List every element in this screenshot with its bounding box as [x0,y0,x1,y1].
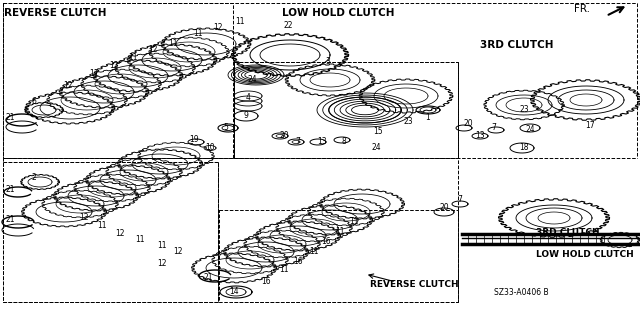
Text: 19: 19 [189,136,199,145]
Text: SZ33-A0406 B: SZ33-A0406 B [494,288,548,297]
Text: 23: 23 [403,117,413,127]
Text: 12: 12 [148,46,157,55]
Text: LOW HOLD CLUTCH: LOW HOLD CLUTCH [282,8,394,18]
Text: 1: 1 [426,114,430,122]
Text: 12: 12 [79,213,89,222]
Text: 11: 11 [236,18,244,26]
Text: 8: 8 [342,137,346,146]
Text: 20: 20 [439,204,449,212]
Text: 12: 12 [173,248,183,256]
Text: 11: 11 [309,248,319,256]
Bar [3,3,233,158]
Text: 11: 11 [349,218,359,226]
Text: REVERSE CLUTCH: REVERSE CLUTCH [370,280,459,289]
Text: 3RD CLUTCH: 3RD CLUTCH [480,40,554,50]
Text: 24: 24 [371,144,381,152]
Text: LOW HOLD CLUTCH: LOW HOLD CLUTCH [536,250,634,259]
Text: 21: 21 [204,273,212,283]
Text: 20: 20 [463,120,473,129]
Text: 17: 17 [585,122,595,130]
Text: 23: 23 [519,106,529,115]
Text: 11: 11 [128,53,138,62]
Bar [3,162,218,302]
Text: 22: 22 [284,20,292,29]
Text: 2: 2 [31,174,36,182]
Text: 11: 11 [168,39,178,48]
Text: 13: 13 [317,137,327,146]
Text: 11: 11 [193,29,203,39]
Text: 11: 11 [279,265,289,275]
Text: 24: 24 [247,76,257,85]
Text: 16: 16 [261,278,271,286]
Text: 12: 12 [213,24,223,33]
Text: 24: 24 [525,125,535,135]
Text: 21: 21 [5,114,15,122]
Text: 11: 11 [89,70,99,78]
Text: 11: 11 [335,227,345,236]
Text: REVERSE CLUTCH: REVERSE CLUTCH [4,8,106,18]
Text: 16: 16 [321,238,331,247]
Text: 10: 10 [205,144,215,152]
Text: 3: 3 [326,57,330,66]
Text: 11: 11 [157,241,167,250]
Bar [234,62,458,158]
Text: 11: 11 [97,221,107,231]
Text: 16: 16 [293,257,303,266]
Text: 5: 5 [223,123,228,132]
Text: 7: 7 [296,137,300,146]
Text: 13: 13 [475,131,485,140]
Text: 12: 12 [157,259,167,269]
Text: FR.: FR. [574,4,590,14]
Text: 20: 20 [279,131,289,140]
Text: 7: 7 [458,196,463,204]
Text: 21: 21 [5,216,15,225]
Text: 15: 15 [373,128,383,137]
Text: 18: 18 [519,144,529,152]
Bar [219,210,458,302]
Text: 12: 12 [115,229,125,239]
Text: 11: 11 [135,235,145,244]
Text: 4: 4 [246,93,250,102]
Text: 6: 6 [31,98,36,107]
Text: 14: 14 [229,287,239,296]
Text: 7: 7 [492,123,497,132]
Text: 9: 9 [244,112,248,121]
Text: 12: 12 [63,80,73,90]
Text: 21: 21 [5,186,15,195]
Text: 3RD CLUTCH: 3RD CLUTCH [536,228,600,237]
Text: 12: 12 [109,61,119,70]
